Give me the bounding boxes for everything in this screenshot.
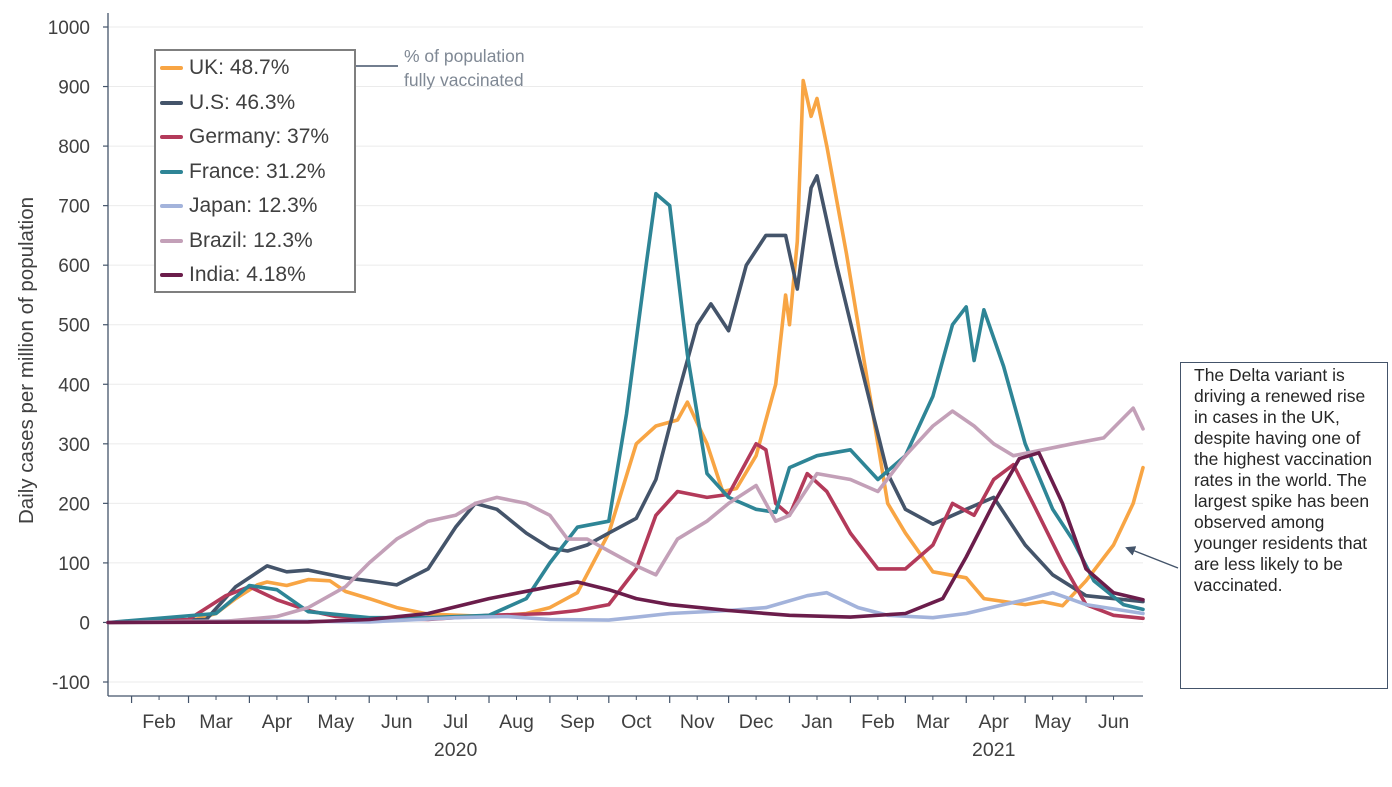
legend-item: UK: 48.7% [160, 53, 289, 83]
x-tick-label: Feb [142, 711, 176, 733]
legend-swatch [160, 204, 183, 208]
legend-label: U.S: 46.3% [189, 90, 296, 114]
vaccination-note-line-2: fully vaccinated [404, 70, 524, 90]
y-tick-label: 100 [58, 554, 90, 575]
y-tick-label: 400 [58, 375, 90, 396]
x-tick-label: Apr [979, 711, 1010, 733]
y-tick-label: 300 [58, 435, 90, 456]
vaccination-note: % of population fully vaccinated [404, 44, 525, 92]
legend: UK: 48.7% U.S: 46.3% Germany: 37% France: 3… [154, 49, 356, 293]
y-tick-label: 0 [79, 613, 90, 634]
year-label: 2020 [434, 739, 478, 761]
vaccination-note-line-1: % of population [404, 46, 525, 66]
axis-layer: -100 0 100 200 300 400 500 600 700 800 900 1000 Dail… [15, 13, 1143, 761]
x-tick-label: Jun [1098, 711, 1129, 733]
series-line-2 [106, 442, 1145, 625]
legend-item: Brazil: 12.3% [160, 226, 313, 256]
legend-label: Germany: 37% [189, 125, 330, 148]
year-label: 2021 [972, 739, 1015, 761]
series-layer [106, 78, 1145, 625]
x-tick-label: Feb [861, 711, 895, 733]
series-line-4 [106, 590, 1145, 625]
legend-label: India: 4.18% [189, 263, 306, 286]
y-axis-label: Daily cases per million of population [15, 197, 38, 524]
x-tick-label: Mar [199, 711, 233, 733]
y-tick-label: 900 [58, 78, 90, 99]
x-tick-label: Aug [499, 711, 534, 733]
legend-swatch [160, 273, 183, 277]
legend-item: France: 31.2% [160, 157, 326, 187]
x-tick-label: May [317, 711, 354, 733]
x-tick-label: Jan [801, 711, 832, 733]
y-tick-label: 500 [58, 316, 90, 337]
series-line-6 [106, 451, 1145, 625]
x-tick-label: Sep [560, 711, 595, 733]
y-tick-label: -100 [52, 673, 90, 694]
legend-item: Germany: 37% [160, 122, 329, 152]
legend-swatch [160, 135, 183, 139]
x-tick-label: Jul [443, 711, 468, 733]
legend-swatch [160, 169, 183, 174]
x-tick-label: Nov [680, 711, 715, 733]
y-tick-label: 600 [58, 256, 90, 277]
legend-item: India: 4.18% [160, 260, 306, 290]
series-line-5 [106, 406, 1145, 625]
legend-label: France: 31.2% [189, 159, 326, 183]
legend-label: Brazil: 12.3% [189, 228, 313, 252]
x-tick-label: Apr [262, 711, 293, 733]
delta-arrow [1125, 546, 1179, 569]
legend-swatch [160, 66, 183, 70]
y-tick-label: 200 [58, 494, 90, 515]
x-tick-label: Jun [381, 711, 412, 733]
legend-swatch [160, 100, 183, 105]
legend-item: Japan: 12.3% [160, 191, 317, 221]
x-tick-label: May [1034, 711, 1071, 733]
legend-item: U.S: 46.3% [160, 88, 295, 118]
x-tick-label: Mar [916, 711, 950, 733]
y-tick-label: 1000 [48, 18, 90, 39]
y-tick-label: 800 [58, 137, 90, 158]
legend-label: Japan: 12.3% [189, 194, 318, 217]
legend-swatch [160, 238, 183, 243]
y-tick-label: 700 [58, 197, 90, 218]
delta-callout: The Delta variant is driving a renewed r… [1180, 362, 1388, 689]
x-tick-label: Oct [621, 711, 652, 733]
legend-label: UK: 48.7% [189, 56, 290, 79]
x-tick-label: Dec [739, 711, 774, 733]
